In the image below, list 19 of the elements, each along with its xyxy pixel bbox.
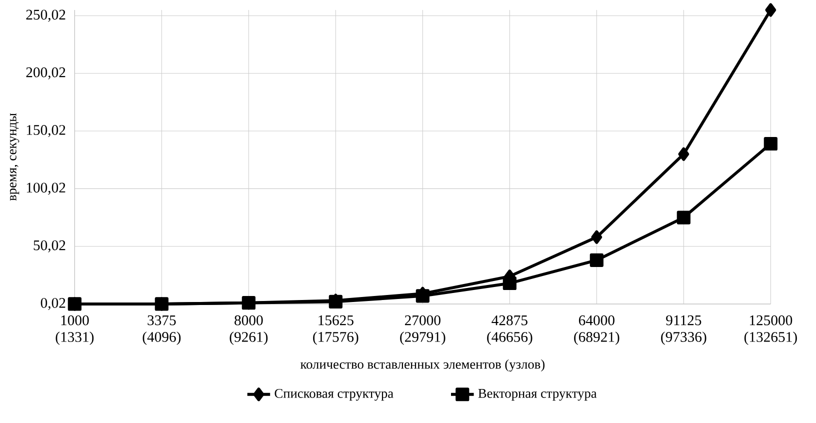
x-tick-label: 64000 (68921) bbox=[574, 315, 620, 345]
x-tick-label: 91125 (97336) bbox=[661, 315, 706, 345]
y-tick-label: 250,02 bbox=[26, 10, 66, 22]
legend-label: Векторная структура bbox=[478, 389, 597, 401]
x-tick-label: 42875 (46656) bbox=[487, 315, 532, 345]
x-tick-label: 3375 (4096) bbox=[142, 315, 181, 345]
y-tick-label: 0,02 bbox=[40, 298, 66, 310]
y-axis-title: время, секунды bbox=[10, 113, 20, 201]
x-tick-label: 1000 (1331) bbox=[56, 315, 94, 345]
x-tick-label: 125000 (132651) bbox=[744, 315, 797, 345]
x-tick-label: 27000 (29791) bbox=[400, 315, 446, 345]
y-tick-label: 100,02 bbox=[26, 182, 66, 195]
y-tick-label: 50,02 bbox=[34, 240, 66, 252]
x-tick-label: 15625 (17576) bbox=[313, 315, 358, 345]
x-tick-label: 8000 (9261) bbox=[230, 315, 268, 345]
y-tick-label: 200,02 bbox=[26, 67, 66, 80]
legend-label: Списковая структура bbox=[274, 388, 394, 401]
y-tick-label: 150,02 bbox=[26, 125, 66, 138]
x-axis-title: количество вставленных элементов (узлов) bbox=[300, 359, 545, 372]
